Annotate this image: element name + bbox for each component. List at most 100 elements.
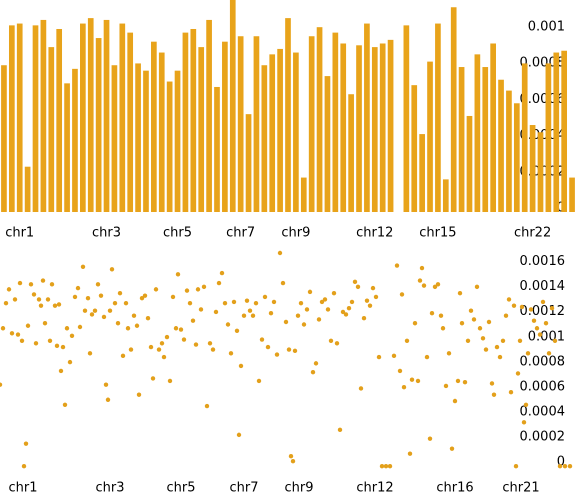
bar xyxy=(103,19,110,212)
bar xyxy=(569,177,575,212)
point xyxy=(528,307,534,312)
x-tick-label: chr22 xyxy=(514,226,551,241)
point xyxy=(3,300,9,306)
y-tick-label: 0.001 xyxy=(528,19,565,34)
point xyxy=(500,338,506,344)
bar xyxy=(80,23,86,212)
point xyxy=(153,287,159,292)
point xyxy=(546,351,552,356)
bar xyxy=(16,23,23,212)
point xyxy=(567,464,573,469)
point xyxy=(517,338,523,344)
x-tick-label: chr9 xyxy=(281,226,310,241)
bar xyxy=(111,65,118,212)
point xyxy=(268,311,274,316)
point xyxy=(283,319,289,325)
point xyxy=(82,308,88,313)
bar xyxy=(206,19,212,212)
point xyxy=(101,314,107,320)
point xyxy=(288,454,294,459)
point xyxy=(391,353,397,359)
point xyxy=(187,300,193,306)
bar xyxy=(32,25,39,212)
point xyxy=(72,294,78,300)
point xyxy=(286,347,292,352)
point xyxy=(409,377,415,382)
point xyxy=(175,272,181,277)
point xyxy=(494,344,500,350)
bar xyxy=(190,28,197,212)
point xyxy=(23,441,29,446)
bar xyxy=(474,54,481,212)
point xyxy=(201,284,207,290)
point xyxy=(45,297,51,302)
bar xyxy=(56,28,63,212)
point xyxy=(128,347,134,352)
point xyxy=(40,278,46,283)
bar xyxy=(356,45,362,212)
point xyxy=(117,290,123,296)
point xyxy=(292,348,298,354)
point xyxy=(181,337,187,342)
point xyxy=(173,326,179,331)
point xyxy=(271,299,277,305)
bar xyxy=(1,65,7,212)
point xyxy=(404,338,410,344)
point xyxy=(244,298,250,303)
point xyxy=(207,341,213,346)
bar xyxy=(158,52,165,212)
point xyxy=(33,341,39,346)
y-tick-label: 0.001 xyxy=(528,329,565,344)
point xyxy=(370,285,376,291)
bar xyxy=(277,48,283,212)
point xyxy=(139,295,145,301)
bar xyxy=(119,23,126,212)
point xyxy=(343,312,349,317)
point xyxy=(36,297,42,302)
point xyxy=(280,280,286,286)
point xyxy=(307,289,313,295)
point xyxy=(322,297,328,302)
point xyxy=(552,338,558,344)
point xyxy=(123,300,129,306)
point xyxy=(446,351,452,356)
point xyxy=(325,307,331,312)
point xyxy=(210,347,216,352)
point xyxy=(379,464,385,469)
point xyxy=(58,368,64,374)
point xyxy=(331,290,337,296)
point xyxy=(455,378,461,384)
point xyxy=(190,318,196,323)
bar xyxy=(8,25,15,212)
bar xyxy=(269,54,276,212)
point xyxy=(234,328,240,333)
point xyxy=(0,326,6,331)
point xyxy=(204,403,210,409)
point xyxy=(125,326,131,331)
point xyxy=(253,300,259,306)
bar xyxy=(521,63,528,212)
x-tick-label: chr1 xyxy=(5,226,34,241)
point xyxy=(28,282,34,287)
bar xyxy=(72,68,78,212)
point xyxy=(557,464,563,469)
point xyxy=(328,338,334,344)
point xyxy=(184,288,190,293)
bar xyxy=(261,65,268,212)
point xyxy=(486,319,492,325)
point xyxy=(424,354,430,360)
x-tick-label: chr21 xyxy=(502,481,539,496)
point xyxy=(6,287,12,292)
point xyxy=(142,293,148,298)
point xyxy=(531,318,537,323)
point xyxy=(397,368,403,374)
bar xyxy=(143,70,149,213)
point xyxy=(340,309,346,315)
y-tick-label: 0.0014 xyxy=(520,279,566,294)
point xyxy=(109,267,115,272)
point xyxy=(511,303,517,308)
point xyxy=(513,464,519,469)
x-tick-label: chr1 xyxy=(8,481,37,496)
point xyxy=(313,361,319,366)
